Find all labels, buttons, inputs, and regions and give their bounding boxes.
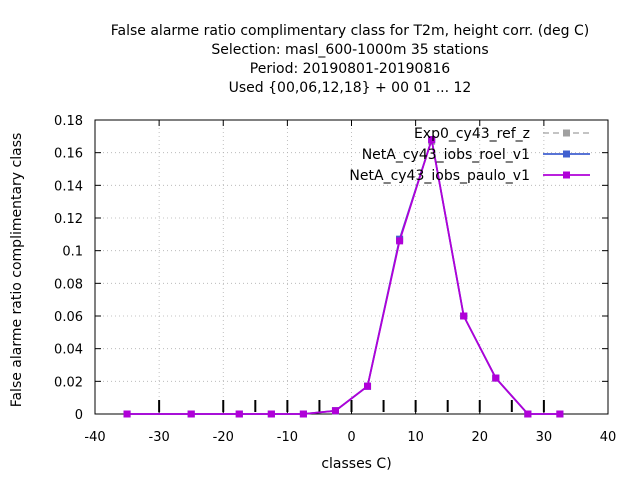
- y-axis-label: False alarme ratio complimentary class: [9, 133, 25, 408]
- legend-label: NetA_cy43_iobs_roel_v1: [362, 147, 530, 163]
- x-tick-label: 20: [471, 430, 488, 445]
- y-tick-label: 0.02: [54, 375, 83, 390]
- chart-title-line: False alarme ratio complimentary class f…: [111, 23, 590, 39]
- data-point: [396, 237, 404, 245]
- data-point: [235, 410, 243, 418]
- data-point: [524, 410, 532, 418]
- x-tick-label: 10: [407, 430, 424, 445]
- x-tick-label: -10: [277, 430, 298, 445]
- data-point: [492, 374, 500, 382]
- legend-label: NetA_cy43_iobs_paulo_v1: [349, 168, 530, 184]
- y-tick-label: 0.14: [54, 179, 83, 194]
- legend-marker: [563, 129, 570, 137]
- data-point: [556, 410, 564, 418]
- x-tick-label: 40: [600, 430, 617, 445]
- x-tick-label: -20: [213, 430, 234, 445]
- data-series: [123, 136, 564, 418]
- chart-title-line: Period: 20190801-20190816: [250, 61, 450, 77]
- legend: Exp0_cy43_ref_z NetA_cy43_iobs_roel_v1 Net…: [349, 126, 590, 184]
- y-tick-label: 0: [75, 408, 83, 423]
- grid-lines: [95, 120, 608, 414]
- y-tick-label: 0.04: [54, 343, 83, 358]
- chart-title-line: Used {00,06,12,18} + 00 01 ... 12: [229, 80, 472, 96]
- x-tick-label: 30: [536, 430, 553, 445]
- data-point: [123, 410, 131, 418]
- y-tick-label: 0.06: [54, 310, 83, 325]
- y-tick-label: 0.16: [54, 147, 83, 162]
- legend-marker: [563, 150, 570, 158]
- y-tick-label: 0.08: [54, 277, 83, 292]
- data-point: [299, 410, 307, 418]
- legend-label: Exp0_cy43_ref_z: [414, 126, 530, 142]
- data-point: [364, 382, 372, 390]
- data-point: [267, 410, 275, 418]
- x-tick-label: -40: [84, 430, 105, 445]
- legend-marker: [563, 171, 570, 179]
- y-tick-label: 0.1: [62, 245, 83, 260]
- data-point: [331, 407, 339, 415]
- axis-ticks: -40 -30 -20 -10 0 10 20 30 40 0 0.02 0.04 0.06 0.08 0.…: [54, 114, 616, 445]
- chart-title-line: Selection: masl_600-1000m 35 stations: [211, 42, 488, 58]
- data-point: [187, 410, 195, 418]
- data-point: [460, 312, 468, 320]
- data-point: [428, 136, 436, 144]
- x-tick-label: 0: [347, 430, 355, 445]
- x-axis-label: classes C): [321, 456, 391, 472]
- x-tick-label: -30: [149, 430, 170, 445]
- y-tick-label: 0.12: [54, 212, 83, 227]
- y-tick-label: 0.18: [54, 114, 83, 129]
- chart-title: False alarme ratio complimentary class f…: [111, 23, 590, 96]
